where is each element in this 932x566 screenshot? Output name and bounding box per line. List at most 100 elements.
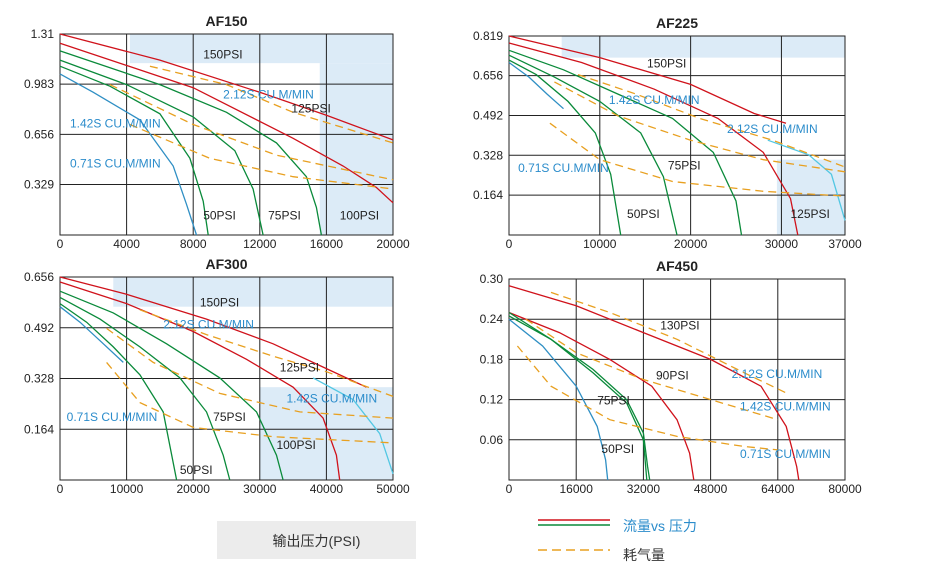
flow-curve xyxy=(59,59,264,236)
x-tick-label: 80000 xyxy=(828,482,862,496)
flow-curve xyxy=(59,73,198,236)
shaded-region xyxy=(319,63,393,235)
x-tick-label: 0 xyxy=(57,482,64,496)
air-consumption-label: 1.42S CU.M/MIN xyxy=(70,117,161,131)
pressure-label: 125PSI xyxy=(791,207,830,221)
x-axis-caption: 输出压力(PSI) xyxy=(272,533,361,549)
flow-curve xyxy=(508,311,695,481)
pressure-label: 75PSI xyxy=(213,410,246,424)
flow-curve xyxy=(508,35,787,124)
x-tick-label: 20000 xyxy=(376,237,410,251)
pressure-label: 50PSI xyxy=(627,207,660,221)
flow-curve xyxy=(59,65,209,236)
x-axis-caption-box: 输出压力(PSI) xyxy=(217,521,416,559)
flow-curve xyxy=(59,33,394,141)
y-tick-label: 0.656 xyxy=(24,127,54,141)
y-tick-label: 0.656 xyxy=(24,270,54,284)
pressure-label: 50PSI xyxy=(180,463,213,477)
x-tick-label: 16000 xyxy=(310,237,344,251)
x-tick-label: 10000 xyxy=(583,237,617,251)
pressure-label: 50PSI xyxy=(203,209,236,223)
flow-curve xyxy=(59,296,231,481)
y-tick-label: 0.492 xyxy=(24,321,54,335)
chart-panel-af450: 0 16000 32000 48000 64000 80000 0.06 0.12 0.18 0.… xyxy=(480,258,862,496)
air-consumption-label: 2.12S CU.M/MIN xyxy=(163,317,254,331)
flow-curve xyxy=(59,276,367,388)
air-consumption-line xyxy=(106,327,394,419)
flow-curve xyxy=(508,61,564,110)
x-tick-label: 50000 xyxy=(376,482,410,496)
x-tick-label: 30000 xyxy=(765,237,799,251)
chart-title: AF300 xyxy=(205,256,247,272)
plot-frame xyxy=(59,276,394,481)
pressure-label: 75PSI xyxy=(668,158,701,172)
y-tick-label: 0.30 xyxy=(480,272,504,286)
plot-frame xyxy=(59,33,394,236)
flow-curve xyxy=(59,303,178,481)
air-consumption-line xyxy=(550,291,787,394)
legend-flow-label: 流量vs 压力 xyxy=(623,518,697,534)
shaded-region xyxy=(129,34,393,64)
pressure-label: 150PSI xyxy=(647,56,686,70)
pressure-label: 125PSI xyxy=(291,101,330,115)
flow-curve xyxy=(508,59,622,236)
flow-curve xyxy=(59,50,323,236)
y-tick-label: 0.328 xyxy=(473,148,503,162)
x-tick-label: 10000 xyxy=(110,482,144,496)
x-tick-label: 8000 xyxy=(180,237,207,251)
air-consumption-line xyxy=(106,361,394,444)
flow-curve xyxy=(508,42,799,236)
chart-panel-af225: 0 10000 20000 30000 37000 0.164 0.328 0.492 0.65… xyxy=(473,15,862,251)
legend-air-swatch xyxy=(538,549,610,551)
shaded-region xyxy=(776,159,845,235)
x-tick-label: 48000 xyxy=(694,482,728,496)
air-consumption-label: 0.71S CU.M/MIN xyxy=(518,161,609,175)
air-consumption-line xyxy=(525,318,778,421)
chart-title: AF450 xyxy=(656,258,698,274)
y-tick-label: 0.329 xyxy=(24,178,54,192)
x-tick-label: 4000 xyxy=(113,237,140,251)
air-consumption-line xyxy=(129,123,394,190)
pressure-label: 50PSI xyxy=(601,442,634,456)
air-consumption-label: 0.71S CU.M/MIN xyxy=(67,410,158,424)
air-consumption-line xyxy=(109,84,394,181)
y-tick-label: 0.492 xyxy=(473,108,503,122)
air-consumption-label: 1.42S CU.M/MIN xyxy=(609,93,700,107)
air-consumption-line xyxy=(149,65,394,144)
shaded-region xyxy=(561,36,845,58)
y-tick-label: 0.656 xyxy=(473,69,503,83)
chart-title: AF150 xyxy=(205,13,247,29)
pressure-label: 90PSI xyxy=(656,369,689,383)
y-tick-label: 0.06 xyxy=(480,433,504,447)
y-tick-label: 1.31 xyxy=(31,27,55,41)
x-tick-label: 16000 xyxy=(560,482,594,496)
air-consumption-line xyxy=(554,81,846,173)
legend-air-label: 耗气量 xyxy=(623,547,665,563)
y-tick-label: 0.164 xyxy=(24,422,54,436)
x-tick-label: 0 xyxy=(57,237,64,251)
x-tick-label: 64000 xyxy=(761,482,795,496)
flow-curve xyxy=(59,281,341,481)
x-tick-label: 0 xyxy=(506,237,513,251)
flow-curve xyxy=(767,139,846,221)
x-tick-label: 40000 xyxy=(310,482,344,496)
pressure-label: 75PSI xyxy=(597,393,630,407)
air-consumption-label: 2.12S CU.M/MIN xyxy=(732,367,823,381)
pressure-label: 150PSI xyxy=(200,296,239,310)
pressure-label: 130PSI xyxy=(660,318,699,332)
flow-curve xyxy=(59,290,284,481)
air-consumption-label: 0.71S CU.M/MIN xyxy=(70,156,161,170)
air-consumption-label: 2.12S CU.M/MIN xyxy=(727,122,818,136)
y-tick-label: 0.164 xyxy=(473,188,503,202)
flow-curve xyxy=(508,54,678,236)
air-consumption-line xyxy=(549,122,846,197)
x-tick-label: 20000 xyxy=(177,482,211,496)
y-tick-label: 0.18 xyxy=(480,352,504,366)
y-tick-label: 0.819 xyxy=(473,29,503,43)
chart-panel-af150: 0 4000 8000 12000 16000 20000 0.329 0.656 0.983 1… xyxy=(24,13,410,251)
y-tick-label: 0.983 xyxy=(24,77,54,91)
x-tick-label: 37000 xyxy=(828,237,862,251)
x-tick-label: 12000 xyxy=(243,237,277,251)
chart-title: AF225 xyxy=(656,15,698,31)
